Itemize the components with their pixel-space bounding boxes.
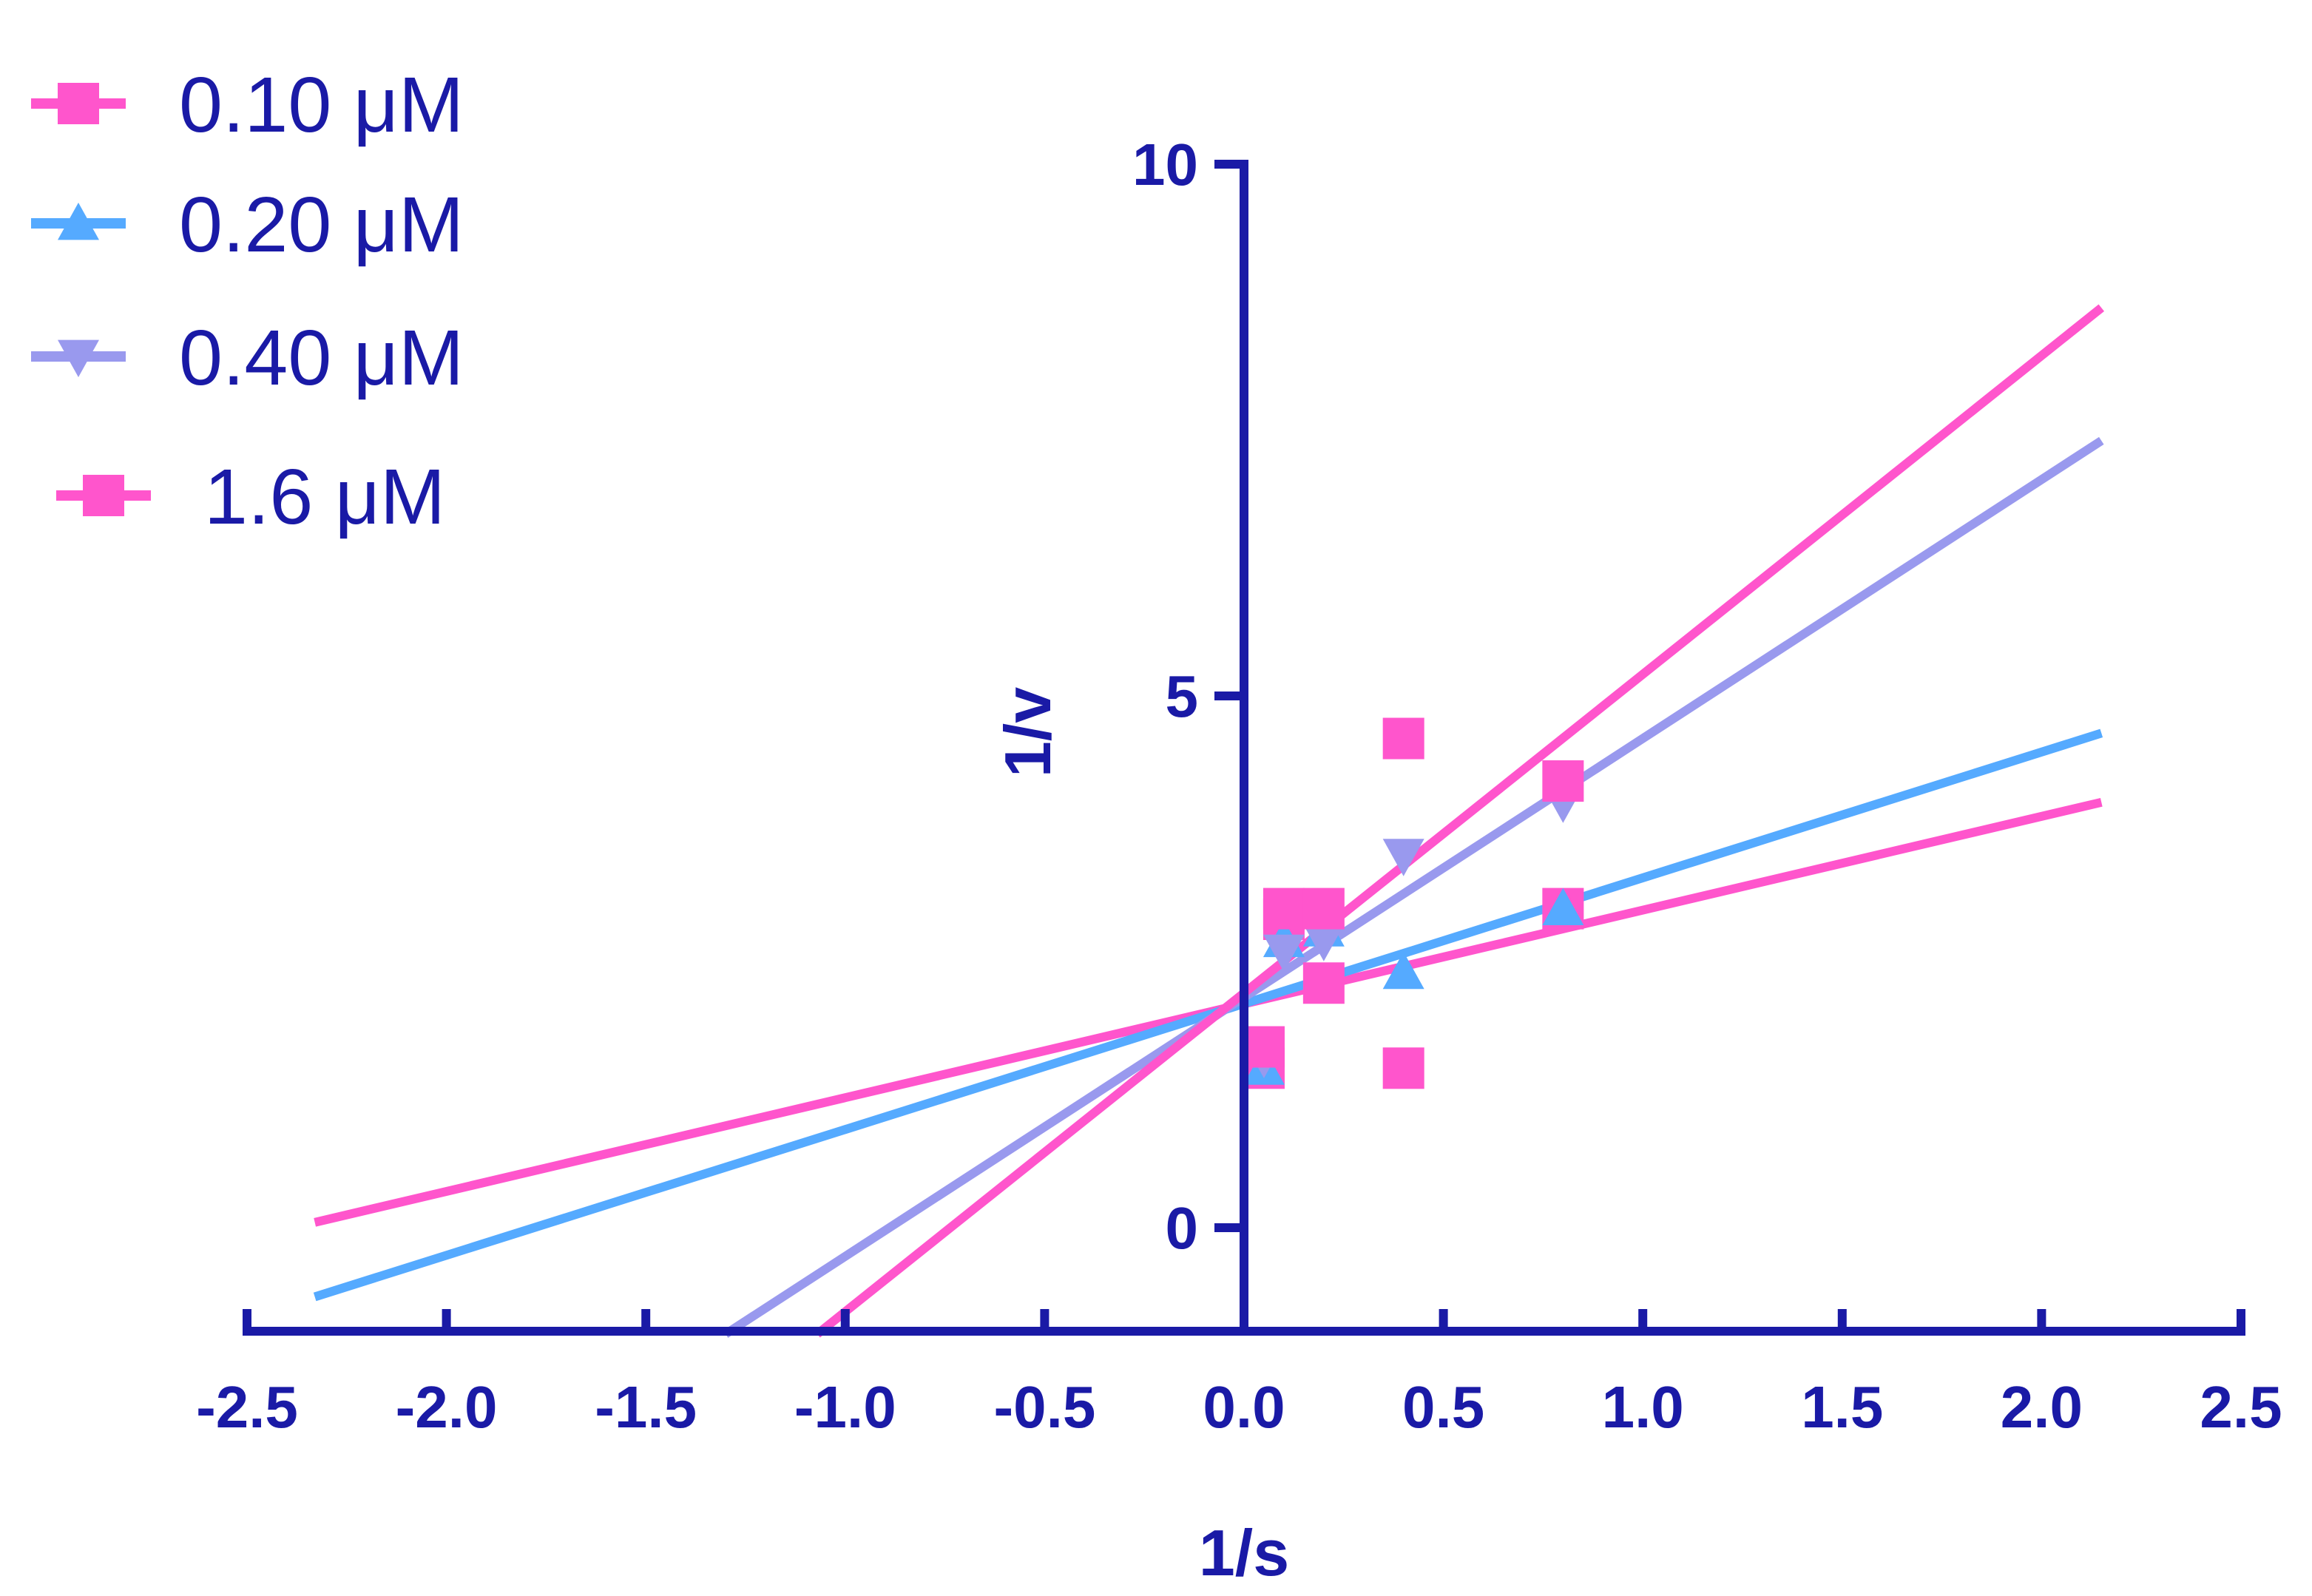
legend-label: 0.10 μM: [179, 61, 464, 149]
x-ticks: -2.5 -2.0 -1.5 -1.0 -0.5 0.0 0.5 1.0 1.5 2.0 2.5: [196, 1309, 2282, 1440]
y-tick-label: 10: [1132, 132, 1198, 197]
legend-label: 0.40 μM: [179, 314, 464, 402]
x-tick-label: 0.5: [1402, 1374, 1484, 1440]
data-markers: [1243, 717, 1584, 1089]
data-point-series-1: [1542, 887, 1584, 925]
fit-lines: [313, 304, 2105, 1338]
x-tick-label: 2.0: [2001, 1374, 2083, 1440]
data-point-series-3: [1263, 887, 1305, 930]
x-axis-title: 1/s: [1199, 1516, 1289, 1589]
data-point-series-0: [1302, 962, 1345, 1004]
fit-line-series-1: [313, 728, 2103, 1302]
y-tick-label: 0: [1166, 1195, 1199, 1261]
y-tick-label: 5: [1166, 663, 1199, 729]
legend-swatch-marker: [58, 339, 99, 377]
legend-swatch-marker: [58, 203, 99, 240]
x-tick-label: -2.0: [396, 1374, 498, 1440]
legend-item: 0.40 μM: [31, 314, 464, 402]
data-point-series-1: [1382, 951, 1424, 990]
x-tick-label: -0.5: [993, 1374, 1095, 1440]
data-point-series-2: [1263, 934, 1305, 973]
data-point-series-3: [1302, 887, 1345, 930]
legend-label: 1.6 μM: [204, 453, 445, 541]
data-point-series-2: [1302, 924, 1345, 961]
data-point-series-3: [1382, 717, 1424, 760]
legend-item: 0.20 μM: [31, 181, 464, 268]
axes: -2.5 -2.0 -1.5 -1.0 -0.5 0.0 0.5 1.0 1.5 2.0 2.5 0…: [196, 132, 2282, 1440]
y-ticks: 0 5 10: [1132, 132, 1244, 1261]
x-tick-label: 0.0: [1203, 1374, 1285, 1440]
data-point-series-2: [1382, 839, 1424, 876]
legend-label: 0.20 μM: [179, 181, 464, 268]
legend: 0.10 μM 0.20 μM 0.40 μM 1.6 μM: [31, 61, 464, 541]
fit-line-series-3: [814, 304, 2105, 1338]
x-tick-label: -1.5: [595, 1374, 697, 1440]
x-tick-label: -1.0: [794, 1374, 896, 1440]
legend-swatch-marker: [58, 83, 99, 124]
legend-item: 0.10 μM: [31, 61, 464, 149]
data-point-series-3: [1542, 760, 1584, 802]
legend-swatch-marker: [83, 475, 124, 516]
x-tick-label: 2.5: [2200, 1374, 2282, 1440]
data-point-series-3: [1243, 1026, 1285, 1068]
legend-item: 1.6 μM: [56, 453, 445, 541]
y-axis-title: 1/v: [991, 687, 1064, 777]
x-tick-label: 1.5: [1801, 1374, 1883, 1440]
data-point-series-0: [1382, 1047, 1424, 1089]
fit-line-series-2: [723, 436, 2104, 1338]
x-tick-label: -2.5: [196, 1374, 298, 1440]
x-tick-label: 1.0: [1602, 1374, 1684, 1440]
